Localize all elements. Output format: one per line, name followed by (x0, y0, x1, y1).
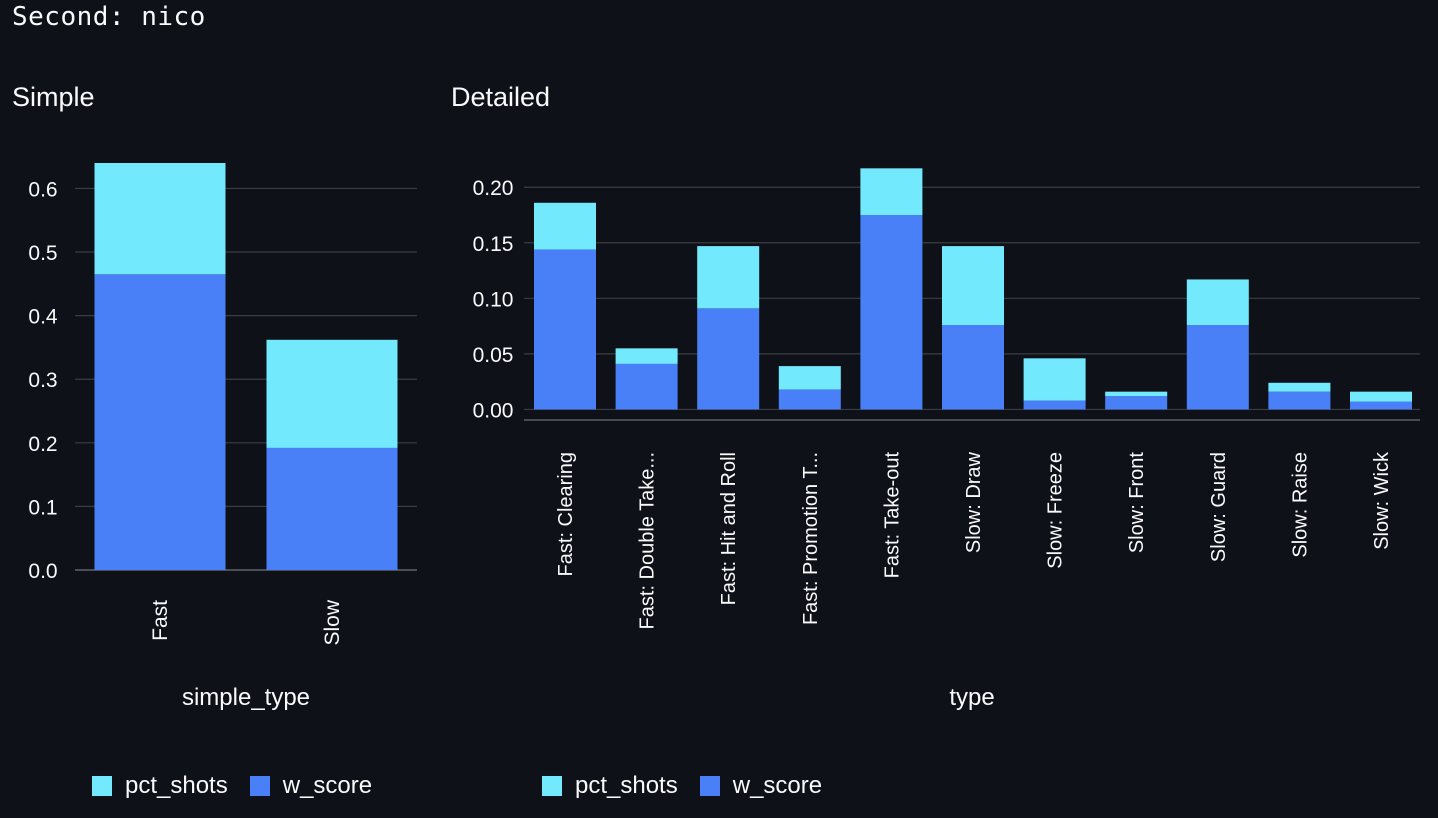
x-tick-label: Fast: Clearing (555, 452, 577, 577)
bar-pct-shots (778, 366, 841, 390)
bar-pct-shots (1268, 382, 1331, 392)
y-tick-label: 0.4 (28, 306, 58, 329)
bar-w-score (778, 389, 841, 410)
bar-pct-shots (1186, 279, 1249, 325)
x-axis-label: simple_type (182, 684, 310, 711)
y-tick-label: 0.3 (28, 369, 57, 392)
bar-w-score (1186, 325, 1249, 410)
bar-pct-shots (1350, 391, 1412, 402)
bar-w-score (266, 447, 398, 570)
x-tick-label: Fast: Take-out (881, 452, 903, 579)
simple-chart: 0.0 0.1 0.2 0.3 0.4 0.5 0.6 Fast Slow simple_type (28, 163, 417, 711)
bar-w-score (1268, 391, 1331, 410)
bar-pct-shots (697, 246, 760, 309)
legend-item-w-score[interactable]: w_score (249, 772, 373, 800)
y-tick-label: 0.00 (473, 399, 514, 422)
x-tick-label: Fast: Double Take... (637, 452, 659, 630)
legend-label-w-score: w_score (282, 772, 373, 799)
bar-w-score (1350, 401, 1412, 410)
x-tick-label: Fast (149, 600, 172, 641)
bar-w-score (860, 215, 923, 410)
simple-legend: pct_shots w_score (92, 772, 394, 800)
legend-swatch-w-score (249, 776, 270, 796)
bar-pct-shots (942, 246, 1004, 325)
x-tick-label: Fast: Promotion T... (800, 452, 822, 625)
detailed-chart-title: Detailed (451, 82, 551, 112)
legend-item-w-score[interactable]: w_score (699, 772, 823, 800)
y-tick-label: 0.0 (28, 560, 57, 583)
bar-w-score (534, 249, 596, 410)
legend-label-pct-shots: pct_shots (575, 772, 678, 799)
bar-w-score (615, 363, 678, 410)
bar-w-score (697, 308, 760, 410)
x-tick-label: Slow: Front (1126, 452, 1148, 554)
bar-w-score (1105, 396, 1168, 410)
legend-swatch-pct-shots (92, 776, 112, 796)
legend-item-pct-shots[interactable]: pct_shots (92, 772, 228, 800)
bar-pct-shots (860, 168, 923, 215)
bar-pct-shots (1105, 391, 1168, 397)
bar-pct-shots (94, 163, 226, 275)
bar-pct-shots (615, 348, 678, 364)
legend-label-w-score: w_score (732, 772, 823, 799)
bar-w-score (942, 325, 1004, 410)
x-tick-label: Slow: Wick (1371, 451, 1393, 550)
x-axis-label: type (949, 684, 994, 711)
simple-chart-title: Simple (12, 82, 95, 112)
bar-pct-shots (534, 202, 596, 250)
x-tick-label: Slow (321, 599, 344, 645)
legend-item-pct-shots[interactable]: pct_shots (542, 772, 678, 800)
x-tick-label: Slow: Raise (1289, 452, 1311, 558)
header-text: Second: nico (12, 2, 206, 32)
y-tick-label: 0.10 (473, 288, 514, 311)
y-tick-label: 0.15 (473, 233, 514, 256)
bar-pct-shots (266, 339, 398, 448)
x-tick-label: Slow: Freeze (1045, 452, 1067, 569)
bar-w-score (94, 274, 226, 570)
x-tick-label: Slow: Draw (963, 451, 985, 553)
y-tick-label: 0.20 (473, 177, 514, 200)
bar-pct-shots (1023, 358, 1086, 401)
y-tick-label: 0.5 (28, 242, 57, 265)
detailed-legend: pct_shots w_score (542, 772, 844, 800)
y-tick-label: 0.05 (473, 344, 514, 367)
y-tick-label: 0.6 (28, 178, 57, 201)
bar-w-score (1023, 400, 1086, 410)
y-tick-label: 0.1 (28, 496, 57, 519)
x-tick-label: Slow: Guard (1208, 452, 1230, 562)
x-tick-label: Fast: Hit and Roll (718, 452, 740, 605)
legend-swatch-w-score (699, 776, 720, 796)
detailed-chart: 0.00 0.05 0.10 0.15 0.20 Fast: Clearing Fast: … (473, 168, 1420, 711)
y-tick-label: 0.2 (28, 433, 57, 456)
legend-label-pct-shots: pct_shots (125, 772, 228, 799)
legend-swatch-pct-shots (542, 776, 562, 796)
